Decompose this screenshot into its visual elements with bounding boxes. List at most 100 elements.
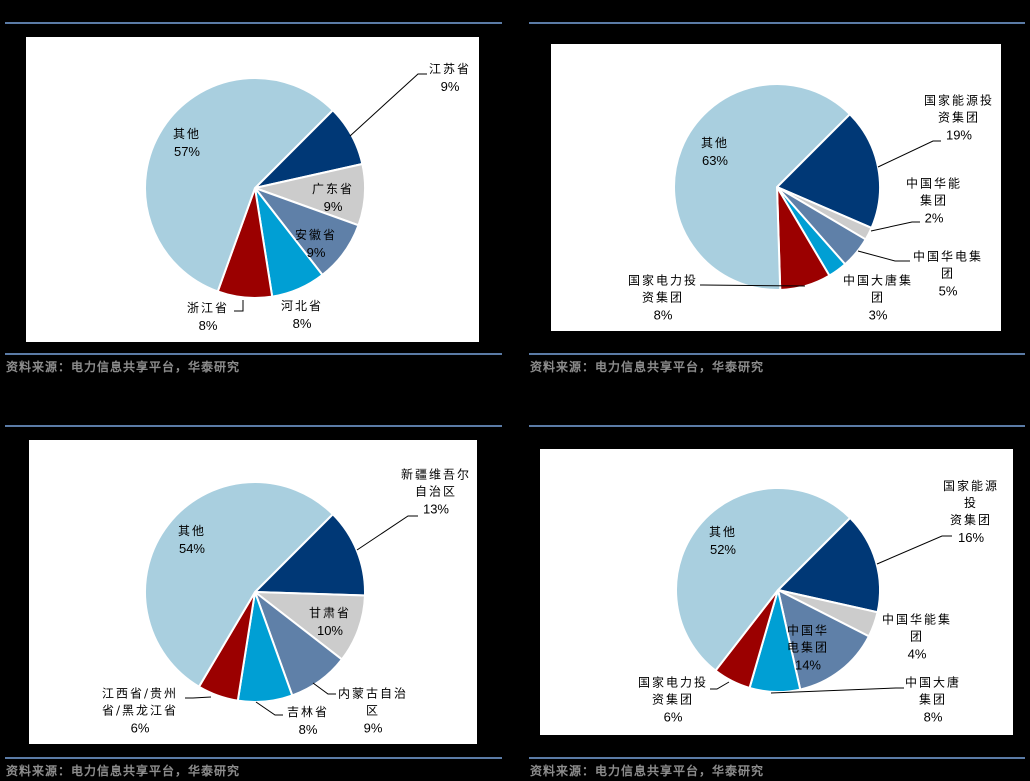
slice-label-name: 中国华 电集团 xyxy=(786,623,830,655)
slice-label-name: 中国大唐 集团 xyxy=(904,675,962,707)
slice-label: 河北省 8% xyxy=(281,298,323,332)
source-note: 资料来源：电力信息共享平台，华泰研究 xyxy=(6,360,241,374)
slice-label: 江西省/贵州 省/黑龙江省 6% xyxy=(102,686,178,737)
slice-label-name: 其他 xyxy=(177,524,207,538)
slice-label: 广东省 9% xyxy=(312,181,354,215)
slice-label-percent: 19% xyxy=(945,127,973,143)
slice-label-name: 安徽省 xyxy=(294,228,338,242)
slice-label-percent: 9% xyxy=(323,199,343,214)
slice-label-percent: 8% xyxy=(923,709,943,725)
slice-label: 新疆维吾尔 自治区 13% xyxy=(401,467,471,518)
leader-line xyxy=(877,140,941,168)
divider-bottom xyxy=(529,757,1025,759)
pie-slice xyxy=(144,77,335,293)
leader-line xyxy=(312,682,336,695)
slice-label: 国家能源投 资集团 16% xyxy=(942,478,1001,546)
slice-label-percent: 13% xyxy=(422,501,450,517)
slice-label-percent: 54% xyxy=(178,541,206,556)
slice-label: 江苏省 9% xyxy=(429,61,471,95)
leader-line xyxy=(857,250,910,262)
pie-slice xyxy=(252,512,366,597)
slice-label-name: 中国华能 集团 xyxy=(905,176,963,208)
slice-label-percent: 9% xyxy=(363,720,383,736)
slice-label: 中国大唐集 团 3% xyxy=(843,273,913,324)
source-note: 资料来源：电力信息共享平台，华泰研究 xyxy=(530,764,765,778)
leader-line xyxy=(255,701,283,716)
divider-top xyxy=(529,22,1025,24)
source-note: 资料来源：电力信息共享平台，华泰研究 xyxy=(530,360,765,374)
slice-label-name: 中国大唐集 团 xyxy=(842,273,914,305)
slice-label-name: 江苏省 xyxy=(428,62,472,76)
slice-label: 国家能源投 资集团 19% xyxy=(924,93,994,144)
pie-slice xyxy=(775,112,881,230)
slice-label-name: 其他 xyxy=(708,525,738,539)
leader-line xyxy=(349,73,427,137)
pie-slice xyxy=(776,516,881,614)
divider-top xyxy=(529,425,1025,427)
slice-label-percent: 9% xyxy=(306,245,326,260)
divider-bottom xyxy=(529,353,1025,355)
slice-label-percent: 3% xyxy=(868,307,888,323)
slice-label-percent: 10% xyxy=(316,623,344,638)
slice-label-percent: 2% xyxy=(924,210,944,226)
divider-top xyxy=(5,425,502,427)
slice-label-name: 国家能源投 资集团 xyxy=(923,93,995,125)
slice-label: 中国华电集 团 5% xyxy=(913,249,983,300)
leader-line xyxy=(700,284,806,287)
slice-label: 国家电力投 资集团 8% xyxy=(628,273,698,324)
divider-top xyxy=(5,22,502,24)
slice-label-percent: 8% xyxy=(198,318,218,333)
slice-label-percent: 4% xyxy=(907,646,927,662)
slice-label-percent: 16% xyxy=(957,530,985,545)
slice-label: 中国大唐 集团 8% xyxy=(905,675,961,726)
slice-label: 内蒙古自治 区 9% xyxy=(338,686,408,737)
slice-label-name: 中国华电集 团 xyxy=(912,249,984,281)
leader-line xyxy=(710,681,730,690)
slice-label-name: 国家能源投 资集团 xyxy=(942,479,999,527)
slice-label: 其他 63% xyxy=(701,135,729,169)
slice-label-percent: 52% xyxy=(709,542,737,557)
slice-label-name: 内蒙古自治 区 xyxy=(337,686,409,718)
slice-label-percent: 8% xyxy=(653,307,673,323)
pie-slice xyxy=(144,481,335,689)
slice-label-name: 广东省 xyxy=(311,182,355,196)
slice-label: 其他 54% xyxy=(178,523,206,557)
slice-label-percent: 8% xyxy=(292,316,312,331)
slice-label-name: 中国华能集 团 xyxy=(881,612,953,644)
slice-label-name: 甘肃省 xyxy=(308,606,352,620)
slice-label: 其他 52% xyxy=(709,524,737,558)
leader-line xyxy=(356,515,418,551)
slice-label-percent: 8% xyxy=(298,722,318,737)
slice-label-name: 吉林省 xyxy=(286,705,330,719)
divider-bottom xyxy=(5,353,502,355)
slice-label-name: 国家电力投 资集团 xyxy=(637,675,709,707)
leader-line xyxy=(770,687,904,694)
slice-label-percent: 5% xyxy=(938,283,958,299)
slice-label-percent: 63% xyxy=(701,153,729,168)
slice-label: 甘肃省 10% xyxy=(309,605,351,639)
slice-label-name: 江西省/贵州 省/黑龙江省 xyxy=(101,686,179,718)
slice-label: 其他 57% xyxy=(173,126,201,160)
slice-label-name: 浙江省 xyxy=(186,301,230,315)
pie-slice xyxy=(675,487,852,673)
pie-slice xyxy=(776,588,871,691)
slice-label-name: 国家电力投 资集团 xyxy=(627,273,699,305)
leader-line xyxy=(876,535,952,565)
slice-label: 国家电力投 资集团 6% xyxy=(638,675,708,726)
divider-bottom xyxy=(5,757,502,759)
slice-label-percent: 9% xyxy=(440,79,460,94)
pie-chart xyxy=(673,83,941,291)
pie-chart xyxy=(675,487,952,694)
slice-label: 中国华 电集团 14% xyxy=(787,623,829,674)
slice-label: 中国华能 集团 2% xyxy=(906,176,962,227)
slice-label: 浙江省 8% xyxy=(187,300,229,334)
slice-label-percent: 6% xyxy=(663,709,683,725)
pie-chart xyxy=(144,481,418,716)
pie-chart xyxy=(144,73,427,312)
slice-label-name: 河北省 xyxy=(280,299,324,313)
pie-slice xyxy=(673,83,852,291)
slice-label: 安徽省 9% xyxy=(295,227,337,261)
slice-label-percent: 6% xyxy=(130,720,150,736)
leader-line xyxy=(185,696,212,699)
